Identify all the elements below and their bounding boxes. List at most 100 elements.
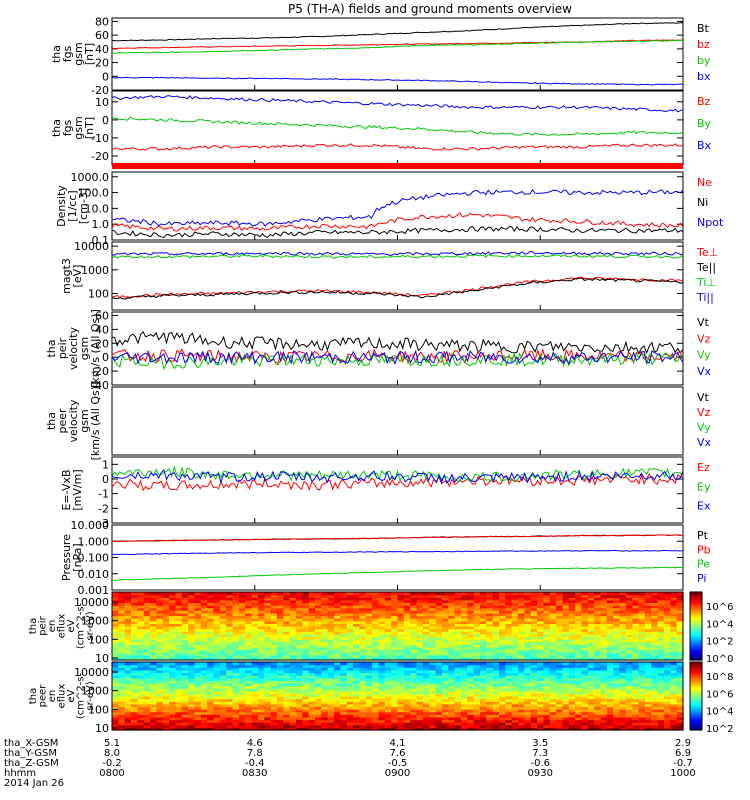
spectrogram-cell [232,657,240,661]
spectrogram-cell [181,605,189,609]
spectrogram-cell [378,641,386,645]
spectrogram-cell [537,612,545,617]
spectrogram-cell [181,722,189,726]
spectrogram-cell [207,701,215,705]
spectrogram-cell [353,675,361,679]
spectrogram-cell [441,662,449,666]
spectrogram-cell [467,639,475,643]
spectrogram-cell [137,696,145,700]
spectrogram-cell [511,626,519,630]
spectrogram-cell [651,724,659,728]
spectrogram-cell [549,594,557,598]
colorbar-tick-label: 10^0 [706,654,733,665]
spectrogram-cell [473,631,481,635]
spectrogram-cell [467,711,475,715]
spectrogram-cell [505,592,513,596]
spectrogram-cell [422,618,430,622]
spectrogram-cell [657,685,665,689]
spectrogram-cell [131,631,138,635]
spectrogram-cell [568,677,576,681]
spectrogram-cell [486,703,494,708]
spectrogram-cell [365,602,373,606]
spectrogram-cell [232,612,240,617]
spectrogram-cell [289,594,297,598]
spectrogram-cell [302,646,310,651]
spectrogram-cell [543,719,551,723]
spectrogram-cell [632,631,640,635]
spectrogram-cell [175,610,183,614]
spectrogram-cell [511,612,519,617]
spectrogram-cell [238,677,246,681]
spectrogram-cell [435,709,443,713]
spectrogram-cell [524,714,532,718]
spectrogram-cell [207,636,215,640]
colorbar-step [690,641,702,645]
spectrogram-cell [308,727,316,731]
spectrogram-cell [479,696,487,700]
spectrogram-cell [302,664,310,668]
spectrogram-cell [162,657,170,661]
spectrogram-cell [473,711,481,715]
spectrogram-cell [162,607,170,611]
spectrogram-cell [188,654,196,658]
spectrogram-cell [118,711,126,715]
spectrogram-cell [143,633,151,638]
spectrogram-cell [315,610,322,614]
spectrogram-cell [625,701,633,705]
spectrogram-cell [410,706,418,710]
spectrogram-cell [651,620,659,624]
spectrogram-cell [219,664,227,668]
spectrogram-cell [295,682,303,687]
spectrogram-cell [150,597,158,601]
spectrogram-cell [549,618,557,622]
spectrogram-cell [537,652,545,656]
spectrogram-cell [473,709,481,713]
spectrogram-cell [467,654,475,658]
spectrogram-cell [499,631,506,635]
spectrogram-cell [473,662,481,666]
spectrogram-cell [321,626,329,630]
spectrogram-cell [232,633,240,638]
spectrogram-cell [194,706,202,710]
spectrogram-cell [537,607,545,611]
spectrogram-cell [613,714,621,718]
spectrogram-cell [232,690,240,694]
spectrogram-cell [384,662,392,666]
spectrogram-cell [112,641,119,645]
spectrogram-cell [283,592,291,596]
spectrogram-cell [226,626,234,630]
spectrogram-cell [651,605,659,609]
spectrogram-cell [594,607,602,611]
colorbar-step [690,720,702,724]
spectrogram-cell [657,662,665,666]
spectrogram-cell [581,612,589,617]
spectrogram-cell [537,672,545,676]
spectrogram-cell [353,631,361,635]
spectrogram-cell [276,612,284,617]
spectrogram-cell [410,639,418,643]
spectrogram-cell [448,680,456,684]
spectrogram-cell [334,599,341,604]
spectrogram-cell [587,709,595,713]
spectrogram-cell [600,690,608,694]
spectrogram-cell [524,688,532,692]
spectrogram-cell [619,709,627,713]
spectrogram-cell [384,682,392,687]
spectrogram-cell [467,669,475,674]
colorbar-step [690,614,702,618]
spectrogram-cell [365,597,373,601]
spectrogram-cell [473,672,481,676]
spectrogram-cell [283,594,291,598]
spectrogram-cell [283,719,291,723]
spectrogram-cell [410,641,418,645]
spectrogram-cell [518,688,525,692]
spectrogram-cell [143,714,151,718]
spectrogram-cell [226,727,234,731]
spectrogram-cell [492,693,500,697]
spectrogram-cell [575,672,583,676]
spectrogram-cell [359,722,367,726]
spectrogram-cell [422,615,430,619]
spectrogram-cell [169,623,177,627]
spectrogram-cell [315,636,322,640]
spectrogram-cell [644,675,652,679]
